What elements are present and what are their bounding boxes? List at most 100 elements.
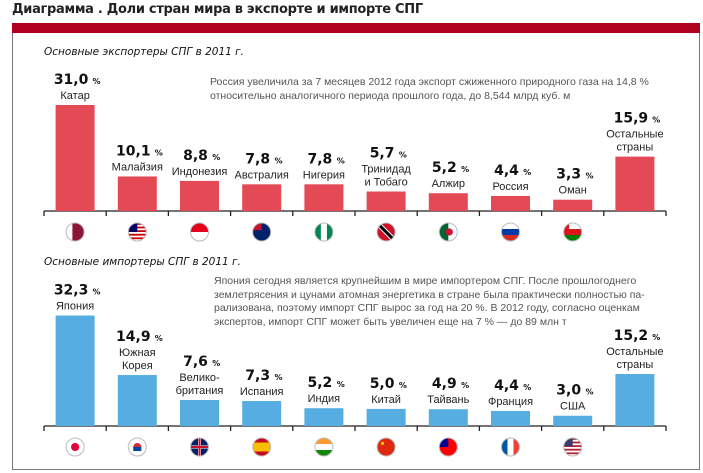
value-label: 8,8 xyxy=(183,148,208,164)
category-label: Япония xyxy=(56,301,94,313)
bar xyxy=(304,408,344,426)
value-label: 3,3 xyxy=(556,167,581,183)
category-label: Австралия xyxy=(235,169,289,181)
india-flag-icon xyxy=(314,438,333,456)
flag-border xyxy=(127,437,147,457)
bar xyxy=(180,180,219,211)
importers-note-line: экспертов, импорт СПГ может быть увеличе… xyxy=(214,315,567,328)
category-label: Франция xyxy=(488,396,533,408)
category-label: Оман xyxy=(559,185,587,197)
flag-border xyxy=(190,437,209,457)
value-label: 7,8 xyxy=(307,151,332,167)
category-label: Катар xyxy=(60,90,89,102)
importers-note: Япония сегодня является крупнейшим в мир… xyxy=(214,275,645,329)
bar xyxy=(242,401,282,426)
percent-sign: % xyxy=(523,383,531,392)
trinidad-tobago-flag-icon xyxy=(377,223,396,241)
category-label: Южная xyxy=(119,347,156,359)
category-label: Остальные xyxy=(606,346,663,358)
flag-border xyxy=(190,222,209,242)
flag-border xyxy=(438,437,458,457)
percent-sign: % xyxy=(399,381,407,390)
importers-subtitle: Основные импортеры СПГ в 2011 г. xyxy=(44,256,241,268)
flag-border xyxy=(376,222,396,242)
percent-sign: % xyxy=(275,156,283,165)
russia-flag-icon xyxy=(501,223,520,241)
importers-note-line: Япония сегодня является крупнейшим в мир… xyxy=(214,275,637,287)
percent-sign: % xyxy=(212,153,220,162)
value-label: 7,8 xyxy=(245,151,270,167)
value-label: 7,3 xyxy=(245,368,270,384)
page-title: Диаграмма . Доли стран мира в экспорте и… xyxy=(12,2,423,17)
value-label: 10,1 xyxy=(116,143,151,159)
flag-border xyxy=(501,437,520,457)
bar xyxy=(553,415,593,426)
category-label: Индия xyxy=(308,393,341,405)
percent-sign: % xyxy=(93,288,101,297)
category-label: США xyxy=(560,401,586,413)
percent-sign: % xyxy=(523,168,531,177)
exporters-note-line: Россия увеличила за 7 месяцев 2012 года … xyxy=(210,76,649,88)
oman-flag-icon xyxy=(563,223,582,241)
bar xyxy=(117,375,157,426)
flag-border xyxy=(65,437,85,457)
exporters-note: Россия увеличила за 7 месяцев 2012 года … xyxy=(210,75,649,103)
percent-sign: % xyxy=(586,388,594,397)
importers-note-line: рализована, поэтому импорт СПГ вырос за … xyxy=(214,302,640,314)
bar xyxy=(366,191,406,211)
percent-sign: % xyxy=(399,151,407,160)
bar xyxy=(615,156,655,211)
percent-sign: % xyxy=(337,380,345,389)
category-label: страны xyxy=(617,359,654,371)
flag-border xyxy=(65,222,85,242)
south-korea-flag-icon xyxy=(128,438,147,456)
value-label: 31,0 xyxy=(54,72,89,88)
bar xyxy=(117,176,157,211)
bar xyxy=(491,410,530,426)
value-label: 5,0 xyxy=(370,376,395,392)
category-label: Остальные xyxy=(606,129,663,141)
category-label: Нигерия xyxy=(303,169,345,181)
bar xyxy=(428,193,468,211)
chart-panel xyxy=(12,33,700,470)
category-label: страны xyxy=(617,142,654,154)
indonesia-flag-icon xyxy=(190,223,209,241)
percent-sign: % xyxy=(652,333,660,342)
value-label: 5,2 xyxy=(432,160,457,176)
bar xyxy=(491,195,530,211)
category-label: Китай xyxy=(371,394,401,406)
category-label: Алжир xyxy=(432,178,465,190)
bar xyxy=(242,184,282,211)
category-label: Тринидад xyxy=(361,164,411,176)
flag-border xyxy=(252,437,272,457)
flag-border xyxy=(438,222,458,242)
algeria-flag-icon xyxy=(439,223,458,241)
value-label: 32,3 xyxy=(54,283,89,299)
percent-sign: % xyxy=(155,148,163,157)
category-label: Велико- xyxy=(179,372,220,384)
category-label: британия xyxy=(176,385,224,397)
value-label: 14,9 xyxy=(116,329,151,345)
china-flag-icon xyxy=(377,438,396,456)
value-label: 4,4 xyxy=(494,378,519,394)
flag-border xyxy=(252,222,272,242)
value-label: 4,4 xyxy=(494,163,519,179)
usa-flag-icon xyxy=(563,438,582,456)
bar xyxy=(55,315,95,426)
exporters-note-line: относительно аналогичного периода прошло… xyxy=(210,90,571,102)
percent-sign: % xyxy=(212,359,220,368)
japan-flag-icon xyxy=(66,438,85,456)
bar xyxy=(553,199,593,211)
value-label: 15,2 xyxy=(614,328,649,344)
flag-border xyxy=(376,437,396,457)
percent-sign: % xyxy=(275,373,283,382)
australia-flag-icon xyxy=(252,223,271,241)
percent-sign: % xyxy=(652,116,660,125)
exporters-subtitle: Основные экспортеры СПГ в 2011 г. xyxy=(44,46,245,58)
flag-border xyxy=(127,222,147,242)
qatar-flag-icon xyxy=(66,223,85,241)
bar xyxy=(615,374,655,426)
value-label: 5,2 xyxy=(307,375,332,391)
flag-border xyxy=(501,222,520,242)
